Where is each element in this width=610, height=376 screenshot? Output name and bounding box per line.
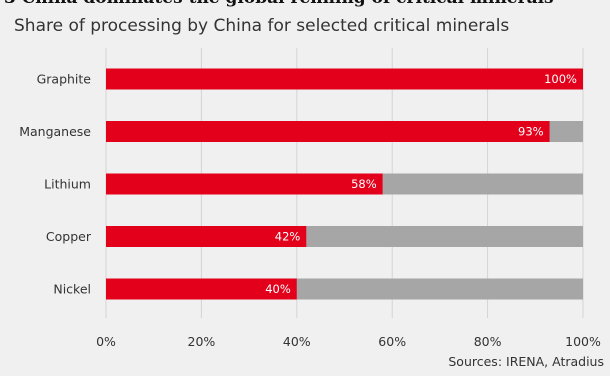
x-tick-label-4: 80% (474, 334, 502, 349)
data-label-copper: 42% (275, 230, 301, 244)
x-tick-label-5: 100% (565, 334, 601, 349)
bar-rest-lithium (382, 173, 583, 195)
x-tick-label-2: 40% (283, 334, 311, 349)
chart-title: Share of processing by China for selecte… (14, 16, 510, 36)
x-tick-label-0: 0% (96, 334, 116, 349)
x-tick-label-1: 20% (188, 334, 216, 349)
bar-rest-manganese (549, 121, 583, 142)
category-label-graphite: Graphite (37, 72, 92, 87)
figure-header: 3 China dominates the global refining of… (0, 0, 610, 8)
category-label-manganese: Manganese (19, 124, 91, 139)
source-note: Sources: IRENA, Atradius (448, 354, 604, 369)
bar-rest-nickel (296, 278, 583, 300)
bar-china-lithium (106, 173, 383, 195)
category-label-copper: Copper (46, 229, 92, 244)
bar-china-graphite (106, 68, 583, 90)
figure-header-text: 3 China dominates the global refining of… (4, 0, 554, 8)
category-label-nickel: Nickel (53, 282, 91, 297)
category-label-lithium: Lithium (44, 177, 91, 192)
bar-china-manganese (106, 121, 550, 142)
data-label-nickel: 40% (265, 282, 291, 296)
data-label-graphite: 100% (544, 72, 577, 86)
data-label-manganese: 93% (518, 125, 544, 139)
data-label-lithium: 58% (351, 177, 377, 191)
bar-china-copper (106, 226, 307, 247)
x-tick-label-3: 60% (378, 334, 406, 349)
bar-rest-copper (306, 226, 583, 247)
bar-china-nickel (106, 278, 297, 300)
